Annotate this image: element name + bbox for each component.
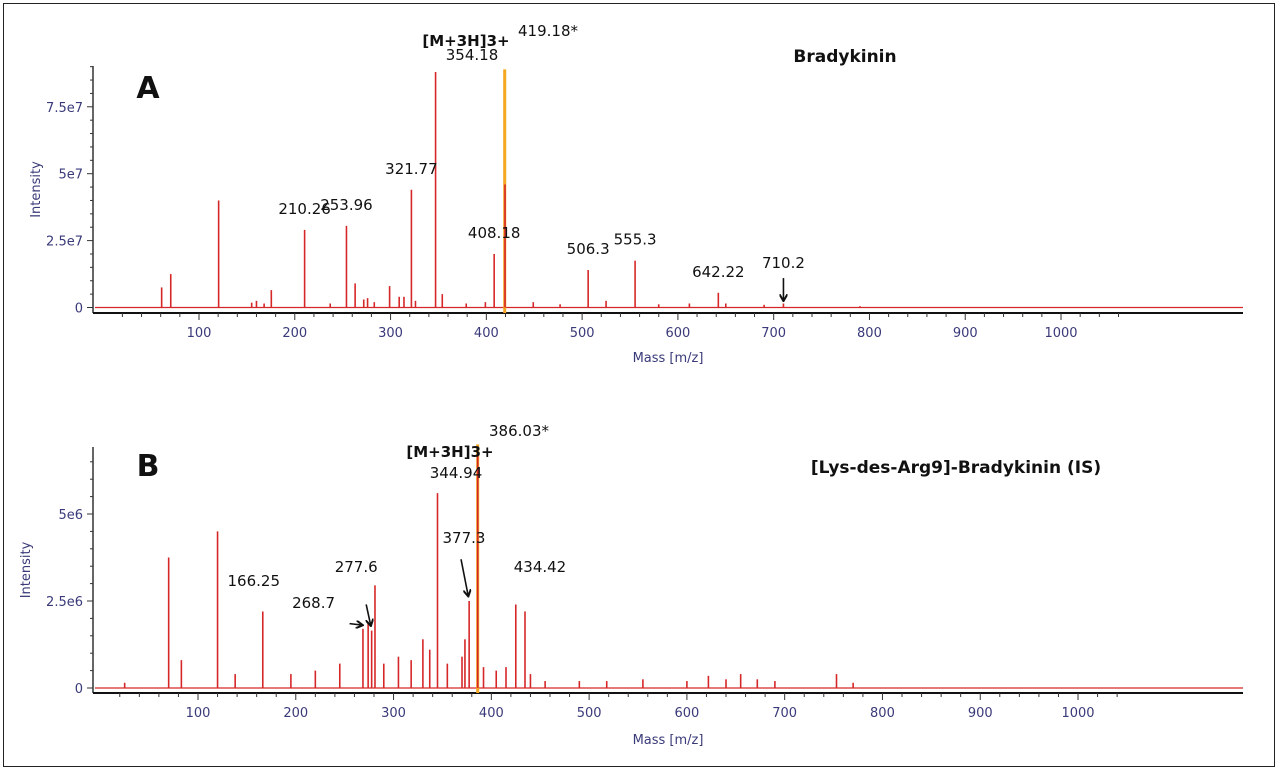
figure-frame xyxy=(3,3,1275,767)
peak-label: 277.6 xyxy=(335,558,378,576)
peak-label: 377.3 xyxy=(442,529,485,547)
x-axis-label: Mass [m/z] xyxy=(633,733,704,748)
y-axis-label: Intensity xyxy=(19,541,34,598)
panel-title: [Lys-des-Arg9]-Bradykinin (IS) xyxy=(811,458,1101,478)
peak-label: 642.22 xyxy=(692,263,745,281)
peak-label: 506.3 xyxy=(567,240,610,258)
peak-label: 166.25 xyxy=(228,572,281,590)
precursor-mz-label: 354.18 xyxy=(446,46,499,64)
x-tick-label: 900 xyxy=(968,706,993,721)
precursor-ion-label: [M+3H]3+ xyxy=(406,443,493,461)
marker-label: 386.03* xyxy=(489,422,549,440)
y-tick-label: 0 xyxy=(75,682,83,697)
x-tick-label: 700 xyxy=(761,326,786,341)
peak-label: 253.96 xyxy=(320,196,373,214)
panel-letter: B xyxy=(137,449,160,484)
y-tick-label: 5e6 xyxy=(58,508,83,523)
x-tick-label: 300 xyxy=(381,706,406,721)
x-tick-label: 900 xyxy=(953,326,978,341)
x-tick-label: 200 xyxy=(282,326,307,341)
x-tick-label: 300 xyxy=(378,326,403,341)
x-tick-label: 800 xyxy=(870,706,895,721)
x-tick-label: 600 xyxy=(665,326,690,341)
annotation-arrow xyxy=(349,624,362,625)
x-tick-label: 600 xyxy=(674,706,699,721)
peak-label: 710.2 xyxy=(762,254,805,272)
spectrum-panel-b: 0 2.5e6 5e6 100 200 300 400 500 600 700 800 900 1000… xyxy=(19,422,1243,748)
x-tick-label: 500 xyxy=(570,326,595,341)
annotation-arrow xyxy=(460,559,468,595)
x-tick-label: 1000 xyxy=(1061,706,1094,721)
peak-label: 321.77 xyxy=(385,160,438,178)
y-tick-label: 2.5e7 xyxy=(46,235,83,250)
y-tick-label: 7.5e7 xyxy=(46,101,83,116)
precursor-ion-label: [M+3H]3+ xyxy=(422,32,509,50)
y-tick-label: 5e7 xyxy=(58,168,83,183)
x-tick-label: 500 xyxy=(577,706,602,721)
x-tick-label: 100 xyxy=(187,326,212,341)
y-axis-label: Intensity xyxy=(29,161,44,218)
spectrum-panel-a: 0 2.5e7 5e7 7.5e7 100 200 300 400 500 600 700 800 90… xyxy=(29,22,1243,366)
peak-label: 408.18 xyxy=(468,224,521,242)
peak-label: 434.42 xyxy=(514,558,567,576)
y-tick-label: 2.5e6 xyxy=(46,595,83,610)
x-tick-label: 400 xyxy=(479,706,504,721)
x-tick-label: 400 xyxy=(474,326,499,341)
x-tick-label: 100 xyxy=(186,706,211,721)
annotation-arrow xyxy=(365,604,370,625)
x-tick-label: 1000 xyxy=(1044,326,1077,341)
x-axis-label: Mass [m/z] xyxy=(633,351,704,366)
peak-label: 268.7 xyxy=(292,594,335,612)
x-tick-label: 200 xyxy=(283,706,308,721)
peak-label: 555.3 xyxy=(614,231,657,249)
x-tick-label: 700 xyxy=(772,706,797,721)
precursor-mz-label: 344.94 xyxy=(430,464,483,482)
panel-letter: A xyxy=(136,71,160,106)
marker-label: 419.18* xyxy=(518,22,578,40)
y-tick-label: 0 xyxy=(75,302,83,317)
peak-label: 210.26 xyxy=(278,200,331,218)
x-tick-label: 800 xyxy=(857,326,882,341)
panel-title: Bradykinin xyxy=(793,47,896,67)
